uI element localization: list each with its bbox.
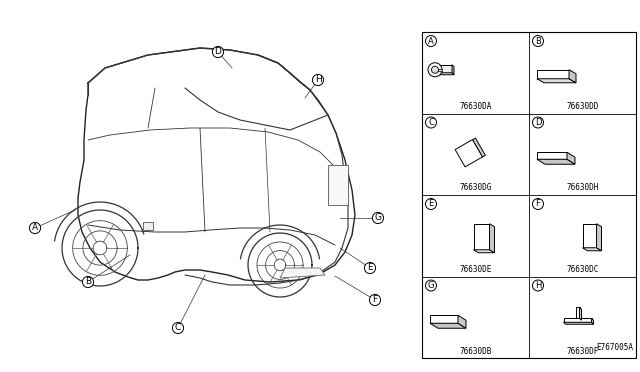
Polygon shape — [438, 73, 454, 75]
Text: 76630DA: 76630DA — [460, 102, 492, 111]
Polygon shape — [569, 70, 576, 83]
Polygon shape — [438, 65, 452, 73]
Text: 76630DE: 76630DE — [460, 265, 492, 274]
Text: 76630DG: 76630DG — [460, 183, 492, 192]
Polygon shape — [438, 69, 442, 71]
Text: 76630DB: 76630DB — [460, 346, 492, 356]
Text: F: F — [536, 199, 540, 208]
Text: B: B — [85, 278, 91, 286]
Polygon shape — [472, 138, 485, 157]
Polygon shape — [575, 307, 579, 318]
Text: C: C — [428, 118, 434, 127]
Polygon shape — [563, 322, 593, 324]
Polygon shape — [537, 79, 576, 83]
Polygon shape — [596, 224, 602, 251]
Polygon shape — [582, 248, 602, 251]
Polygon shape — [537, 70, 569, 79]
Text: F: F — [372, 295, 378, 305]
Polygon shape — [579, 307, 582, 320]
Polygon shape — [537, 152, 567, 159]
Polygon shape — [474, 224, 490, 250]
Text: E: E — [428, 199, 434, 208]
Circle shape — [428, 63, 442, 77]
Text: A: A — [428, 36, 434, 45]
Text: H: H — [535, 281, 541, 290]
Text: 76630DH: 76630DH — [566, 183, 598, 192]
Polygon shape — [458, 315, 466, 328]
Text: G: G — [374, 214, 381, 222]
Text: B: B — [535, 36, 541, 45]
Polygon shape — [430, 315, 458, 323]
Polygon shape — [591, 318, 593, 324]
Polygon shape — [537, 159, 575, 164]
Polygon shape — [490, 224, 495, 253]
Bar — [422, 32, 636, 358]
Text: E: E — [367, 263, 373, 273]
Circle shape — [431, 66, 438, 73]
Polygon shape — [280, 268, 325, 278]
Text: D: D — [214, 48, 221, 57]
Text: 76630DC: 76630DC — [566, 265, 598, 274]
Text: 76630DF: 76630DF — [566, 346, 598, 356]
Polygon shape — [328, 165, 348, 205]
Polygon shape — [563, 318, 591, 322]
Polygon shape — [455, 140, 483, 167]
Polygon shape — [474, 250, 495, 253]
Text: 76630DD: 76630DD — [566, 102, 598, 111]
Text: D: D — [535, 118, 541, 127]
Polygon shape — [567, 152, 575, 164]
Bar — [143, 222, 153, 230]
Text: C: C — [175, 324, 181, 333]
Polygon shape — [582, 224, 596, 248]
Polygon shape — [452, 65, 454, 75]
Text: E767005A: E767005A — [596, 343, 633, 352]
Text: H: H — [315, 76, 321, 84]
Polygon shape — [430, 323, 466, 328]
Text: G: G — [428, 281, 435, 290]
Text: A: A — [32, 224, 38, 232]
